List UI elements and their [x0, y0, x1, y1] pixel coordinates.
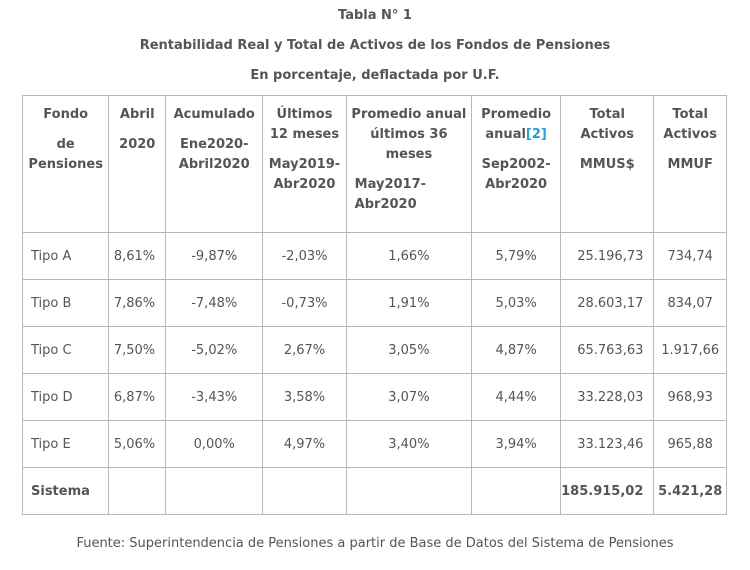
cell-mmuf: 968,93 — [653, 373, 727, 421]
header-text: Abr2020 — [273, 177, 336, 192]
cell-abril: 7,50% — [108, 326, 167, 374]
cell-acumulado: -3,43% — [165, 373, 264, 421]
header-text: Pensiones — [28, 157, 103, 172]
cell-fondo: Tipo C — [21, 326, 110, 374]
table-row: Tipo D 6,87% -3,43% 3,58% 3,07% 4,44% 33… — [21, 373, 727, 421]
cell-promedio: 4,87% — [471, 326, 562, 374]
header-total-mmuf: Total Activos MMUF — [653, 95, 727, 233]
cell-promedio: 3,94% — [471, 420, 562, 468]
cell-mmuf: 834,07 — [653, 279, 727, 327]
header-text: Promedio — [481, 107, 552, 122]
header-acumulado: Acumulado Ene2020- Abril2020 — [165, 95, 264, 233]
cell-abril: 6,87% — [108, 373, 167, 421]
cell-fondo: Tipo E — [21, 420, 110, 468]
header-text: Activos — [663, 127, 717, 142]
header-text: Total — [672, 107, 708, 122]
cell-empty — [471, 467, 562, 515]
table-title: Tabla N° 1 — [338, 8, 412, 23]
cell-sistema-mmuf: 5.421,28 — [653, 467, 727, 515]
total-row: Sistema 185.915,02 5.421,28 — [21, 467, 727, 515]
cell-abril: 8,61% — [108, 232, 167, 280]
cell-mmus: 33.228,03 — [560, 373, 655, 421]
header-text: Abr2020 — [354, 197, 417, 212]
cell-ultimos: -2,03% — [262, 232, 347, 280]
cell-empty — [108, 467, 167, 515]
cell-ultimos: -0,73% — [262, 279, 347, 327]
header-text: Promedio anual — [351, 107, 467, 122]
cell-mmus: 65.763,63 — [560, 326, 655, 374]
cell-acumulado: -5,02% — [165, 326, 264, 374]
header-text: MMUS$ — [579, 157, 635, 172]
header-text: 12 meses — [269, 127, 340, 142]
cell-promedio36: 1,66% — [345, 232, 473, 280]
cell-mmus: 25.196,73 — [560, 232, 655, 280]
cell-sistema-label: Sistema — [21, 467, 110, 515]
cell-sistema-mmus: 185.915,02 — [560, 467, 655, 515]
cell-abril: 5,06% — [108, 420, 167, 468]
cell-empty — [262, 467, 347, 515]
header-abril: Abril 2020 — [108, 95, 167, 233]
cell-promedio36: 3,40% — [345, 420, 473, 468]
table-caption: Tabla N° 1 Rentabilidad Real y Total de … — [0, 1, 750, 91]
cell-mmuf: 734,74 — [653, 232, 727, 280]
header-text: de — [56, 137, 75, 152]
table-row: Tipo A 8,61% -9,87% -2,03% 1,66% 5,79% 2… — [21, 232, 727, 280]
header-text: Abr2020 — [485, 177, 548, 192]
header-total-mmus: Total Activos MMUS$ — [560, 95, 655, 233]
header-text: Ene2020- — [179, 137, 249, 152]
header-promedio: Promedio anual[2] Sep2002- Abr2020 — [471, 95, 562, 233]
header-fondo: Fondo de Pensiones — [21, 95, 110, 233]
cell-acumulado: -9,87% — [165, 232, 264, 280]
cell-empty — [165, 467, 264, 515]
pension-funds-table: Fondo de Pensiones Abril 2020 Acumulado … — [21, 95, 727, 515]
cell-mmuf: 965,88 — [653, 420, 727, 468]
cell-ultimos: 3,58% — [262, 373, 347, 421]
header-text-line: anual[2] — [472, 125, 560, 145]
header-text: Sep2002- — [481, 157, 551, 172]
header-text: anual — [485, 127, 526, 142]
cell-mmuf: 1.917,66 — [653, 326, 727, 374]
cell-fondo: Tipo A — [21, 232, 110, 280]
cell-promedio36: 1,91% — [345, 279, 473, 327]
cell-mmus: 28.603,17 — [560, 279, 655, 327]
header-text: Últimos — [276, 107, 333, 122]
cell-fondo: Tipo D — [21, 373, 110, 421]
header-text: Abril — [119, 107, 155, 122]
cell-promedio: 5,79% — [471, 232, 562, 280]
header-text: MMUF — [667, 157, 713, 172]
source-note: Fuente: Superintendencia de Pensiones a … — [76, 536, 674, 551]
cell-promedio36: 3,07% — [345, 373, 473, 421]
cell-ultimos: 2,67% — [262, 326, 347, 374]
header-text: Abril2020 — [178, 157, 250, 172]
cell-promedio: 4,44% — [471, 373, 562, 421]
table-row: Tipo B 7,86% -7,48% -0,73% 1,91% 5,03% 2… — [21, 279, 727, 327]
table-subtitle: Rentabilidad Real y Total de Activos de … — [139, 38, 611, 53]
header-text: meses — [385, 147, 433, 162]
header-promedio36: Promedio anual últimos 36 meses May2017-… — [345, 95, 473, 233]
header-text: Acumulado — [173, 107, 255, 122]
table-row: Tipo C 7,50% -5,02% 2,67% 3,05% 4,87% 65… — [21, 326, 727, 374]
header-text: Total — [589, 107, 625, 122]
footnote-link[interactable]: [2] — [525, 127, 547, 142]
cell-empty — [345, 467, 473, 515]
cell-ultimos: 4,97% — [262, 420, 347, 468]
cell-mmus: 33.123,46 — [560, 420, 655, 468]
table-subtitle-units: En porcentaje, deflactada por U.F. — [250, 68, 500, 83]
header-text: May2019- — [268, 157, 341, 172]
cell-fondo: Tipo B — [21, 279, 110, 327]
header-row: Fondo de Pensiones Abril 2020 Acumulado … — [21, 95, 727, 233]
header-text: Fondo — [43, 107, 89, 122]
header-text: May2017- — [354, 177, 427, 192]
cell-acumulado: 0,00% — [165, 420, 264, 468]
cell-promedio: 5,03% — [471, 279, 562, 327]
cell-promedio36: 3,05% — [345, 326, 473, 374]
cell-acumulado: -7,48% — [165, 279, 264, 327]
header-text: 2020 — [119, 137, 156, 152]
header-text: Activos — [580, 127, 635, 142]
header-text: últimos 36 — [370, 127, 448, 142]
cell-abril: 7,86% — [108, 279, 167, 327]
table-row: Tipo E 5,06% 0,00% 4,97% 3,40% 3,94% 33.… — [21, 420, 727, 468]
header-ultimos: Últimos 12 meses May2019- Abr2020 — [262, 95, 347, 233]
